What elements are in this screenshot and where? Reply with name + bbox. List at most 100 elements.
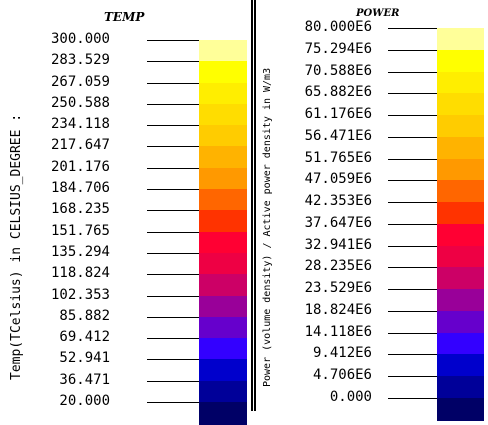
power-tick-label: 42.353E6 [304, 193, 372, 210]
power-tick-label: 56.471E6 [304, 127, 372, 144]
temperature-tick-label: 85.882 [59, 307, 110, 324]
power-tick-label: 75.294E6 [304, 40, 372, 57]
power-tick-label: 47.059E6 [304, 171, 372, 188]
power-tick-line [388, 289, 484, 290]
power-color-band [437, 289, 484, 312]
power-tick-line [388, 267, 484, 268]
power-color-band [437, 159, 484, 182]
temperature-tick-label: 52.941 [59, 350, 110, 367]
temperature-tick-label: 151.765 [50, 222, 110, 239]
temperature-tick-label: 201.176 [50, 158, 110, 175]
temperature-tick-label: 300.000 [50, 31, 110, 47]
power-tick-label: 65.882E6 [304, 84, 372, 101]
power-tick-label: 0.000 [329, 389, 372, 405]
temperature-tick-line [147, 381, 247, 382]
temperature-tick-label: 135.294 [50, 243, 110, 260]
temperature-tick-line [147, 146, 247, 147]
power-tick-line [388, 202, 484, 203]
temperature-color-band [199, 338, 247, 361]
temperature-color-band [199, 317, 247, 340]
temperature-tick-line [147, 189, 247, 190]
temperature-tick-line [147, 274, 247, 275]
power-color-band [437, 202, 484, 225]
power-color-band [437, 311, 484, 334]
power-tick-label: 51.765E6 [304, 149, 372, 166]
power-tick-label: 80.000E6 [304, 19, 372, 35]
temperature-color-band [199, 210, 247, 233]
power-tick-line [388, 311, 484, 312]
power-tick-line [388, 224, 484, 225]
power-tick-line [388, 376, 484, 377]
temperature-tick-line [147, 232, 247, 233]
temperature-tick-label: 36.471 [59, 371, 110, 388]
power-tick-label: 23.529E6 [304, 280, 372, 297]
power-tick-label: 32.941E6 [304, 236, 372, 253]
power-tick-line [388, 398, 484, 399]
temperature-tick-line [147, 125, 247, 126]
power-color-band [437, 72, 484, 95]
temperature-color-band [199, 253, 247, 276]
power-tick-label: 28.235E6 [304, 258, 372, 275]
temperature-color-band [199, 232, 247, 255]
power-tick-line [388, 180, 484, 181]
temperature-tick-label: 102.353 [50, 286, 110, 303]
power-tick-line [388, 72, 484, 73]
temperature-color-band [199, 125, 247, 148]
power-tick-line [388, 246, 484, 247]
power-legend-title: POWER [356, 8, 400, 19]
power-tick-line [388, 50, 484, 51]
temperature-tick-label: 69.412 [59, 329, 110, 346]
temperature-tick-line [147, 253, 247, 254]
temperature-color-band [199, 402, 247, 425]
power-color-band [437, 246, 484, 269]
power-tick-label: 14.118E6 [304, 323, 372, 340]
temperature-tick-line [147, 210, 247, 211]
temperature-tick-line [147, 168, 247, 169]
temperature-tick-line [147, 359, 247, 360]
power-tick-line [388, 28, 484, 29]
temperature-color-band [199, 381, 247, 404]
temperature-axis-label: Temp(TCelsius) in CELSIUS_DEGREE : [9, 113, 24, 380]
power-tick-line [388, 115, 484, 116]
temperature-tick-line [147, 338, 247, 339]
temperature-tick-line [147, 61, 247, 62]
temperature-color-band [199, 168, 247, 191]
temperature-color-band [199, 189, 247, 212]
power-tick-label: 18.824E6 [304, 301, 372, 318]
temperature-tick-label: 267.059 [50, 73, 110, 90]
temperature-color-band [199, 61, 247, 84]
temperature-color-band [199, 104, 247, 127]
temperature-tick-line [147, 40, 247, 41]
power-color-band [437, 224, 484, 247]
temperature-color-band [199, 274, 247, 297]
power-tick-line [388, 137, 484, 138]
temperature-tick-line [147, 83, 247, 84]
temperature-tick-line [147, 104, 247, 105]
temperature-color-band [199, 296, 247, 319]
power-color-band [437, 50, 484, 73]
power-color-band [437, 333, 484, 356]
power-color-band [437, 376, 484, 399]
temperature-tick-line [147, 296, 247, 297]
temperature-tick-line [147, 317, 247, 318]
temperature-legend-title: TEMP [104, 10, 145, 24]
temperature-tick-label: 250.588 [50, 94, 110, 111]
temperature-tick-label: 184.706 [50, 180, 110, 197]
temperature-color-band [199, 83, 247, 106]
power-tick-line [388, 93, 484, 94]
temperature-tick-label: 20.000 [59, 393, 110, 409]
power-tick-label: 37.647E6 [304, 214, 372, 231]
power-axis-label: Power (volume density) / Active power de… [262, 67, 273, 387]
power-tick-line [388, 159, 484, 160]
power-color-band [437, 93, 484, 116]
power-color-band [437, 398, 484, 421]
power-color-band [437, 180, 484, 203]
power-color-band [437, 267, 484, 290]
temperature-tick-label: 118.824 [50, 265, 110, 282]
temperature-color-band [199, 40, 247, 63]
power-color-band [437, 354, 484, 377]
temperature-tick-label: 234.118 [50, 116, 110, 133]
power-color-band [437, 28, 484, 51]
power-tick-label: 9.412E6 [312, 345, 372, 362]
power-tick-line [388, 333, 484, 334]
